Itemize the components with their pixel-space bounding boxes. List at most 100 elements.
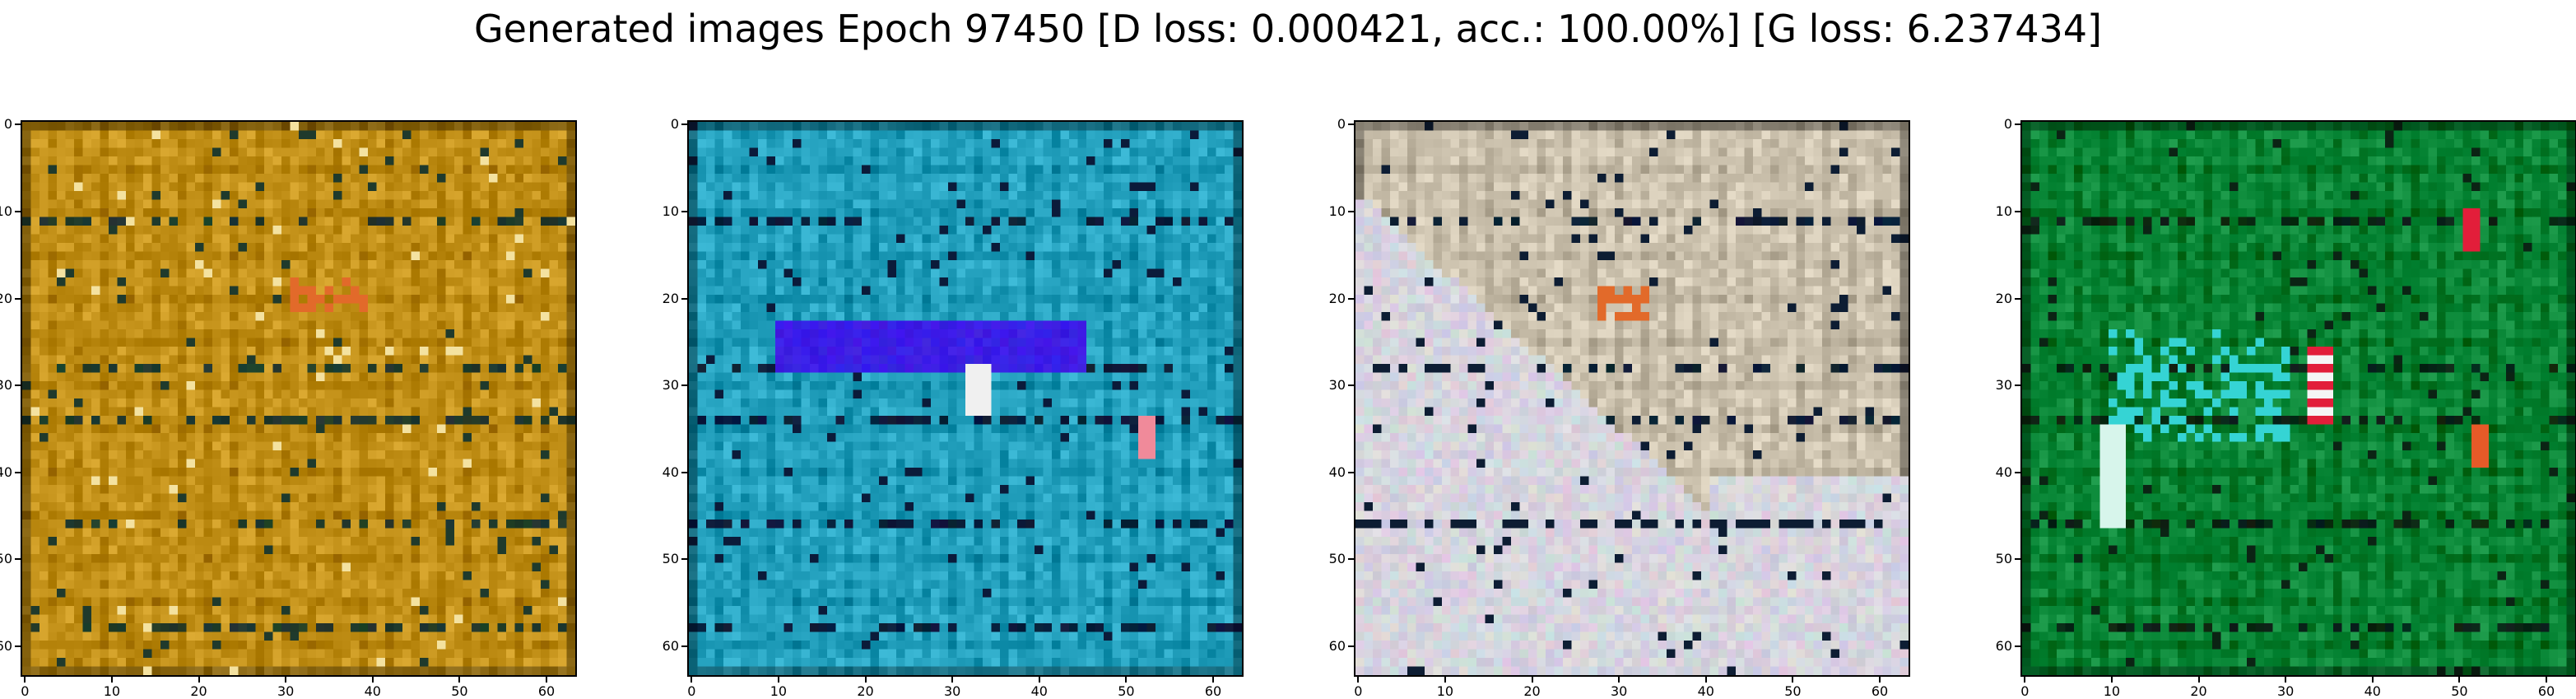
y-tickmark (681, 645, 687, 648)
y-tick-label: 50 (1328, 551, 1346, 567)
y-tickmark (1348, 123, 1354, 126)
y-tick-label: 10 (1328, 203, 1346, 219)
x-tick-label: 10 (2103, 683, 2121, 699)
x-tick-label: 10 (770, 683, 788, 699)
generated-image-1 (21, 120, 577, 677)
y-tick-label: 10 (662, 203, 679, 219)
x-tick-label: 30 (277, 683, 295, 699)
x-tickmark (1704, 677, 1707, 683)
y-tick-label: 0 (670, 116, 679, 133)
x-tickmark (1444, 677, 1446, 683)
y-tickmark (681, 384, 687, 387)
figure-title: Generated images Epoch 97450 [D loss: 0.… (473, 7, 2103, 51)
x-tickmark (1879, 677, 1881, 683)
y-tickmark (15, 645, 21, 648)
x-tick-label: 60 (2537, 683, 2555, 699)
y-tickmark (15, 384, 21, 387)
x-tickmark (1618, 677, 1620, 683)
x-tickmark (690, 677, 693, 683)
y-tick-label: 20 (1328, 290, 1346, 306)
y-tick-label: 50 (662, 551, 679, 567)
y-tick-label: 20 (662, 290, 679, 306)
y-tickmark (2015, 123, 2020, 126)
x-tickmark (1357, 677, 1360, 683)
y-tick-label: 60 (1328, 638, 1346, 655)
x-tick-label: 50 (2451, 683, 2468, 699)
y-tick-label: 40 (1328, 464, 1346, 480)
y-tick-label: 50 (1995, 551, 2012, 567)
y-tick-label: 60 (662, 638, 679, 655)
x-tick-label: 20 (857, 683, 874, 699)
x-tick-label: 20 (190, 683, 207, 699)
generated-image-3 (1354, 120, 1910, 677)
x-tickmark (2110, 677, 2113, 683)
x-tickmark (2546, 677, 2548, 683)
x-tickmark (198, 677, 200, 683)
x-tick-label: 40 (2364, 683, 2381, 699)
generated-image-3-pixels (1355, 122, 1909, 675)
generated-image-4 (2020, 120, 2576, 677)
y-tick-label: 30 (1328, 377, 1346, 394)
y-tickmark (2015, 384, 2020, 387)
x-tickmark (1038, 677, 1040, 683)
generated-image-1-pixels (22, 122, 575, 675)
x-tick-label: 10 (1436, 683, 1454, 699)
x-tick-label: 30 (2276, 683, 2295, 699)
x-tick-label: 50 (1784, 683, 1802, 699)
y-tick-label: 10 (1995, 203, 2012, 219)
y-tickmark (15, 297, 21, 300)
x-tick-label: 50 (451, 683, 468, 699)
x-tickmark (951, 677, 954, 683)
x-tickmark (2458, 677, 2461, 683)
x-tick-label: 60 (537, 683, 556, 699)
x-tickmark (458, 677, 461, 683)
x-tickmark (110, 677, 113, 683)
x-tick-label: 40 (1030, 683, 1048, 699)
x-tickmark (777, 677, 779, 683)
y-tick-label: 30 (662, 377, 679, 394)
y-tickmark (2015, 210, 2020, 212)
x-tickmark (2371, 677, 2374, 683)
x-tickmark (2024, 677, 2026, 683)
y-tickmark (681, 558, 687, 561)
x-tick-label: 60 (1204, 683, 1222, 699)
x-tick-label: 0 (2020, 683, 2030, 699)
y-tickmark (15, 558, 21, 561)
y-tick-label: 40 (1995, 464, 2012, 480)
y-tick-label: 10 (0, 203, 12, 219)
x-tick-label: 0 (21, 683, 30, 699)
y-tick-label: 0 (3, 116, 12, 133)
x-tickmark (864, 677, 867, 683)
y-tickmark (1348, 471, 1354, 473)
x-tickmark (1125, 677, 1128, 683)
y-tickmark (2015, 297, 2020, 300)
generated-image-2-pixels (689, 122, 1242, 675)
y-tick-label: 60 (1995, 638, 2012, 655)
y-tickmark (15, 471, 21, 473)
x-tick-label: 30 (1610, 683, 1628, 699)
generated-image-2 (687, 120, 1244, 677)
x-tick-label: 30 (943, 683, 961, 699)
x-tick-label: 0 (1354, 683, 1363, 699)
y-tickmark (15, 123, 21, 126)
x-tickmark (371, 677, 374, 683)
x-tickmark (285, 677, 287, 683)
y-tick-label: 60 (0, 638, 12, 655)
y-tickmark (1348, 210, 1354, 212)
y-tickmark (1348, 297, 1354, 300)
x-tick-label: 40 (364, 683, 381, 699)
x-tickmark (2285, 677, 2287, 683)
y-tickmark (1348, 645, 1354, 648)
x-tickmark (24, 677, 26, 683)
y-tickmark (1348, 384, 1354, 387)
y-tickmark (2015, 558, 2020, 561)
y-tick-label: 0 (1337, 116, 1346, 133)
y-tickmark (2015, 471, 2020, 473)
y-tickmark (681, 123, 687, 126)
y-tickmark (681, 210, 687, 212)
x-tickmark (1531, 677, 1533, 683)
y-tickmark (681, 297, 687, 300)
x-tickmark (546, 677, 548, 683)
y-tick-label: 0 (2003, 116, 2012, 133)
x-tickmark (1792, 677, 1794, 683)
